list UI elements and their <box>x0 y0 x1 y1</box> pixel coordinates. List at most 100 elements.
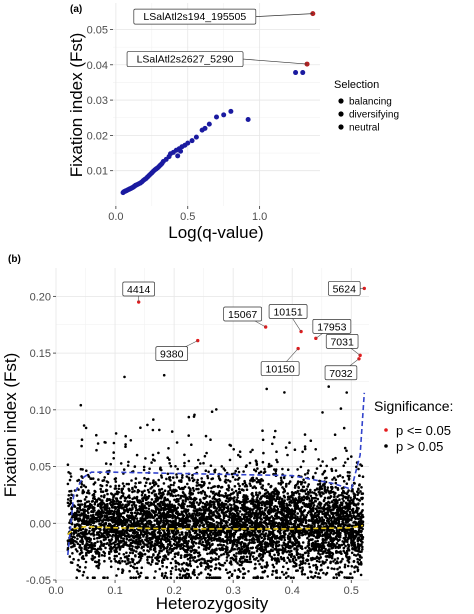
panel-b-annotation-text: 7031 <box>330 336 354 348</box>
legend-label-neutral: neutral <box>349 123 380 134</box>
panel-b-y-tick-label: 0.15 <box>30 348 51 360</box>
legend-label-nonsignificant: p > 0.05 <box>396 439 443 454</box>
panel-a-point-neutral <box>293 70 299 76</box>
panel-b-x-tick-label: 0.1 <box>107 585 122 597</box>
panel-a-annotation-text: LSalAtl2s194_195505 <box>143 11 246 23</box>
panel-b-legend: Significance: p <= 0.05 p > 0.05 <box>374 398 453 454</box>
panel-a-legend-title: Selection <box>334 79 379 91</box>
panel-a-y-label: Fixation index (Fst) <box>67 33 86 178</box>
panel-a-y-tick-label: 0.03 <box>87 95 108 107</box>
panel-b-annotation-label: 4414 <box>122 281 155 303</box>
panel-a-x-label: Log(q-value) <box>168 223 263 242</box>
panel-a-point-neutral <box>300 70 306 76</box>
panel-b-annotation-box <box>324 365 358 381</box>
panel-a-tag: (a) <box>70 4 82 15</box>
panel-b-x-tick-label: 0.4 <box>285 585 300 597</box>
panel-a-point-neutral <box>178 148 184 154</box>
panel-a-y-tick-label: 0.04 <box>87 60 108 72</box>
panel-b-annotation-text: 17953 <box>317 321 346 333</box>
panel-b-annotation-text: 7032 <box>329 368 353 380</box>
panel-b-point-cloud <box>66 373 365 579</box>
panel-a-annotation-label: LSalAtl2s2627_5290 <box>126 51 308 67</box>
panel-a-annotation-box <box>133 8 257 25</box>
panel-b-annotations: 4414 9380 15067 10151 17953 10150 5624 7031 7032 <box>122 281 365 381</box>
panel-a-annotation-text: LSalAtl2s2627_5290 <box>137 54 234 66</box>
panel-b-annotation-label: 15067 <box>223 306 266 328</box>
panel-b-annotation-label: 7032 <box>324 358 360 381</box>
legend-dot-significant <box>384 428 388 432</box>
panel-b-x-ticks: 0.0 0.1 0.2 0.3 0.4 0.5 <box>48 580 359 597</box>
panel-b-annotation-text: 5624 <box>333 283 357 295</box>
panel-a-x-ticks: 0.0 0.5 1.0 <box>108 206 267 223</box>
panel-b-cloud-points <box>66 373 365 579</box>
panel-b-annotation-text: 10150 <box>266 364 295 376</box>
panel-a-point-neutral <box>228 108 234 114</box>
panel-b-annotation-box <box>325 334 359 349</box>
panel-b-annotation-box <box>122 281 155 297</box>
panel-a-legend: Selection balancing diversifying neutral <box>334 79 399 134</box>
panel-a-y-ticks: 0.01 0.02 0.03 0.04 0.05 <box>87 24 113 178</box>
panel-a-x-tick-label: 0.0 <box>108 211 123 223</box>
panel-b-tag: (b) <box>8 254 21 265</box>
panel-b-annotation-box <box>268 304 308 319</box>
panel-b-legend-title: Significance: <box>374 398 453 414</box>
panel-a-point-neutral <box>189 138 195 144</box>
panel-b-x-tick-label: 0.0 <box>48 585 63 597</box>
panel-b-x-tick-label: 0.5 <box>344 585 359 597</box>
panel-b-annotation-box <box>223 306 263 322</box>
panel-a-point-neutral <box>185 140 191 146</box>
panel-b-y-tick-label: 0.05 <box>30 462 51 474</box>
panel-a-x-tick-label: 0.5 <box>180 211 195 223</box>
panel-a-y-tick-label: 0.01 <box>87 166 108 178</box>
panel-b-annotation-box <box>312 318 352 334</box>
legend-label-significant: p <= 0.05 <box>396 423 451 438</box>
panel-a-point-neutral <box>221 112 227 118</box>
panel-a-point-neutral <box>245 117 251 123</box>
panel-b-quantile-line-upper <box>67 392 366 556</box>
panel-b-annotation-label: 17953 <box>312 318 352 339</box>
panel-b-annotation-box <box>260 361 300 376</box>
panel-a-background <box>113 3 320 206</box>
panel-b-y-tick-label: 0.20 <box>30 291 51 303</box>
legend-dot-diversifying <box>338 111 344 117</box>
legend-dot-neutral <box>338 124 344 130</box>
panel-b-y-tick-label: 0.00 <box>30 518 51 530</box>
panel-a-points <box>120 11 316 196</box>
panel-b-annotation-label: 10150 <box>260 348 300 376</box>
panel-b-annotation-text: 9380 <box>160 349 184 361</box>
panel-b-y-ticks: -0.05 0.00 0.05 0.10 0.15 0.20 <box>26 291 56 587</box>
panel-b-y-tick-label: 0.10 <box>30 405 51 417</box>
panel-a-annotation-leader <box>243 58 308 65</box>
panel-a-point-neutral <box>175 153 181 159</box>
panel-b-annotation-text: 4414 <box>127 284 151 296</box>
panel-a-annotation-label: LSalAtl2s194_195505 <box>133 8 313 25</box>
panel-b-quantile-line-median <box>67 524 364 536</box>
panel-b-quantile-lines <box>67 392 366 556</box>
panel-b-annotation-box <box>155 346 188 361</box>
legend-label-diversifying: diversifying <box>349 110 399 121</box>
panel-b-y-tick-label: -0.05 <box>26 575 51 587</box>
panel-a-point-neutral <box>202 125 208 131</box>
panel-b-annotation-label: 10151 <box>268 304 308 332</box>
panel-b-annotation-label: 5624 <box>328 281 365 296</box>
panel-a-y-tick-label: 0.05 <box>87 24 108 36</box>
panel-b-annotation-box <box>328 281 361 296</box>
panel-b-annotation-label: 7031 <box>325 334 361 356</box>
panel-a-point-neutral <box>193 134 199 140</box>
panel-a-annotations: LSalAtl2s194_195505 LSalAtl2s2627_5290 <box>126 8 313 67</box>
panel-b-y-label: Fixation index (Fst) <box>1 353 20 498</box>
panel-b-annotation-label: 9380 <box>155 340 198 361</box>
panel-a-point-neutral <box>206 121 212 127</box>
panel-a-annotation-leader <box>255 13 313 17</box>
panel-a-annotation-box <box>126 51 244 67</box>
panel-b-x-label: Heterozygosity <box>156 594 269 613</box>
panel-b-x-tick-label: 0.2 <box>166 585 181 597</box>
panel-a-x-tick-label: 1.0 <box>252 211 267 223</box>
panel-a-plot: 0.0 0.5 1.0 0.01 0.02 0.03 0.04 0.05 LSalAtl2s… <box>87 3 320 223</box>
panel-b-annotation-text: 10151 <box>273 307 302 319</box>
panel-b-plot: 0.0 0.1 0.2 0.3 0.4 0.5 -0.05 0.00 0.05 0.10 0.15… <box>26 268 369 597</box>
panel-a-y-tick-label: 0.02 <box>87 130 108 142</box>
legend-label-balancing: balancing <box>349 97 392 108</box>
panel-b-annotation-text: 15067 <box>228 309 257 321</box>
